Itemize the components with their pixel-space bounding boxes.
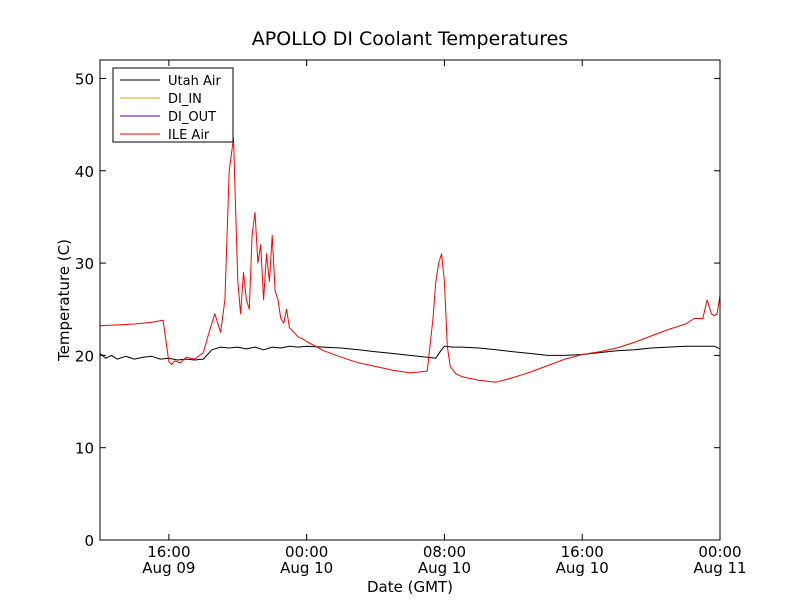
x-tick-label-time: 16:00: [561, 543, 604, 561]
series-line-ile-air: [99, 138, 721, 383]
x-tick-label-date: Aug 11: [693, 559, 746, 577]
y-tick-label: 20: [75, 347, 94, 365]
x-tick-label-date: Aug 10: [556, 559, 609, 577]
x-tick-label-time: 00:00: [285, 543, 328, 561]
x-tick-label-time: 08:00: [423, 543, 466, 561]
legend-label: DI_OUT: [168, 110, 216, 125]
x-tick-label-time: 16:00: [147, 543, 190, 561]
legend-label: Utah Air: [168, 74, 221, 89]
y-tick-label: 0: [84, 532, 94, 550]
legend: Utah Air DI_IN DI_OUT ILE Air: [112, 67, 234, 143]
y-tick-label: 10: [75, 440, 94, 458]
y-axis-label: Temperature (C): [55, 239, 73, 362]
legend-label: ILE Air: [168, 128, 210, 143]
plot-frame: [99, 59, 721, 541]
chart-title: APOLLO DI Coolant Temperatures: [252, 28, 568, 50]
y-tick-label: 40: [75, 163, 94, 181]
x-tick-label-date: Aug 10: [418, 559, 471, 577]
x-tick-label-time: 00:00: [698, 543, 741, 561]
y-tick-label: 30: [75, 255, 94, 273]
x-tick-label-date: Aug 10: [280, 559, 333, 577]
series-layer: [99, 138, 721, 383]
legend-label: DI_IN: [168, 92, 202, 107]
y-tick-label: 50: [75, 70, 94, 88]
x-axis-label: Date (GMT): [367, 578, 453, 596]
x-tick-label-date: Aug 09: [142, 559, 195, 577]
